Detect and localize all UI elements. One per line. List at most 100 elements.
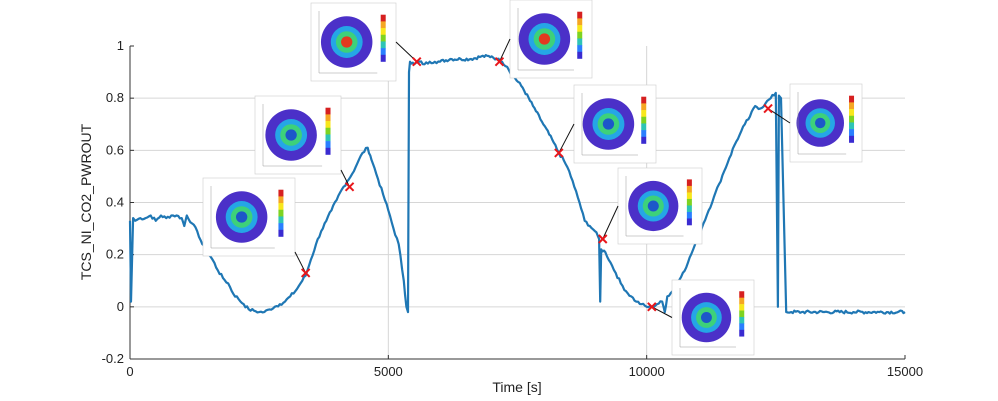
colorbar-segment xyxy=(641,123,647,131)
profile-core xyxy=(235,211,248,223)
x-marker-stroke xyxy=(412,56,422,67)
colorbar-segment xyxy=(380,48,386,56)
colorbar-segment xyxy=(849,129,855,137)
y-tick-label: 0.2 xyxy=(106,247,124,262)
colorbar-segment xyxy=(278,189,284,197)
colorbar-segment xyxy=(380,21,386,29)
colorbar-segment xyxy=(686,179,692,187)
colorbar-segment xyxy=(278,203,284,211)
beam-profile-thumbnail xyxy=(651,279,755,356)
colorbar-segment xyxy=(641,110,647,118)
profile-core xyxy=(285,129,297,141)
colorbar-segment xyxy=(849,135,855,143)
colorbar-segment xyxy=(380,14,386,22)
leader-arrow xyxy=(651,306,673,318)
colorbar-segment xyxy=(849,115,855,123)
profile-core xyxy=(602,118,615,130)
colorbar-segment xyxy=(278,216,284,224)
tick-labels: 0 5000 10000 15000-0.200.20.40.60.81 xyxy=(102,38,923,379)
colorbar-segment xyxy=(739,297,745,305)
x-axis-title: Time [s] xyxy=(492,379,541,395)
x-marker-stroke xyxy=(647,302,657,312)
colorbar-segment xyxy=(739,304,745,311)
series-layer xyxy=(128,54,906,315)
x-tick-label: 10000 xyxy=(629,364,665,379)
colorbar-segment xyxy=(641,130,647,138)
x-marker-stroke xyxy=(300,268,311,278)
beam-profile-thumbnail xyxy=(254,95,351,188)
x-marker-stroke xyxy=(763,103,773,114)
x-marker-stroke xyxy=(554,148,564,158)
colorbar-segment xyxy=(325,134,331,142)
colorbar-segment xyxy=(641,136,647,144)
colorbar-segment xyxy=(686,198,692,206)
beam-profile-thumbnail xyxy=(498,0,593,79)
colorbar-segment xyxy=(380,28,386,36)
y-tick-label: -0.2 xyxy=(102,351,124,366)
x-marker xyxy=(412,56,422,67)
colorbar-segment xyxy=(849,95,855,103)
axes xyxy=(129,45,906,360)
colorbar-segment xyxy=(686,192,692,200)
y-axis-title: TCS_NI_CO2_PWROUT xyxy=(78,123,94,280)
colorbar-segment xyxy=(325,121,331,129)
x-marker xyxy=(300,268,311,278)
colorbar-segment xyxy=(577,31,583,39)
colorbar-segment xyxy=(849,102,855,110)
colorbar-segment xyxy=(686,205,692,213)
y-tick-label: 0.4 xyxy=(106,195,124,210)
colorbar-segment xyxy=(577,45,583,53)
marker-layer xyxy=(300,56,773,312)
colorbar-segment xyxy=(849,109,855,117)
profile-core xyxy=(815,117,826,129)
x-marker xyxy=(647,302,657,312)
colorbar-segment xyxy=(278,229,284,237)
series-line xyxy=(128,54,906,315)
colorbar-segment xyxy=(325,114,331,122)
colorbar-segment xyxy=(641,96,647,104)
colorbar-segment xyxy=(577,11,583,19)
beam-profile-thumbnail xyxy=(310,2,418,82)
colorbar-segment xyxy=(739,316,745,324)
colorbar-segment xyxy=(325,127,331,135)
beam-profile-thumbnail xyxy=(767,83,863,163)
leader-arrow xyxy=(294,251,307,274)
colorbar-segment xyxy=(577,18,583,26)
profile-core xyxy=(647,200,659,212)
profile-core xyxy=(538,33,551,45)
x-marker-stroke xyxy=(598,234,608,244)
colorbar-segment xyxy=(278,196,284,204)
colorbar-segment xyxy=(278,209,284,217)
x-marker xyxy=(598,234,608,244)
colorbar-segment xyxy=(325,107,331,115)
x-marker-stroke xyxy=(494,56,505,67)
profile-core xyxy=(700,312,712,323)
colorbar-segment xyxy=(739,329,745,337)
colorbar-segment xyxy=(577,38,583,46)
colorbar-segment xyxy=(380,41,386,49)
colorbar-segment xyxy=(380,54,386,62)
colorbar-segment xyxy=(849,122,855,130)
colorbar-segment xyxy=(686,211,692,219)
colorbar-segment xyxy=(577,25,583,33)
beam-profile-thumbnail xyxy=(558,84,657,164)
x-marker xyxy=(763,103,773,114)
colorbar-segment xyxy=(380,34,386,42)
colorbar-segment xyxy=(641,116,647,124)
profile-core xyxy=(341,36,353,48)
insets xyxy=(202,0,863,356)
x-marker xyxy=(344,182,355,192)
beam-profile-thumbnail xyxy=(202,177,307,274)
colorbar-segment xyxy=(325,147,331,155)
colorbar-segment xyxy=(278,223,284,231)
colorbar-segment xyxy=(577,51,583,59)
colorbar-segment xyxy=(739,310,745,318)
x-marker xyxy=(494,56,505,67)
y-tick-label: 0.6 xyxy=(106,142,124,157)
colorbar-segment xyxy=(325,141,331,149)
leader-arrow xyxy=(602,205,619,240)
colorbar-segment xyxy=(686,218,692,226)
leader-arrow xyxy=(558,123,575,154)
x-tick-label: 15000 xyxy=(887,364,923,379)
